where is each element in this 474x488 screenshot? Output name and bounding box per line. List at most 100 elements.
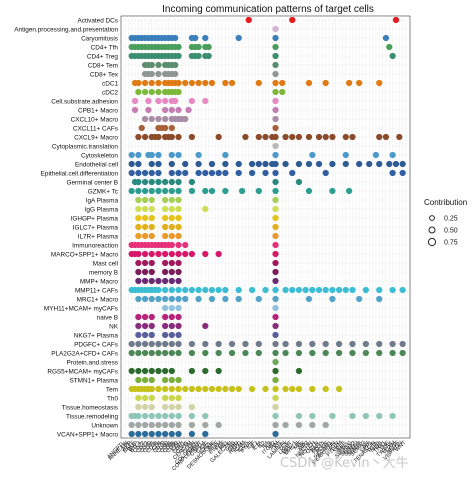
- y-tick-label: Immunoreaction: [72, 242, 118, 249]
- data-point: [128, 169, 135, 177]
- data-point: [162, 412, 169, 420]
- data-point: [135, 322, 142, 330]
- data-point: [188, 97, 196, 105]
- data-point: [389, 169, 396, 177]
- data-point: [202, 79, 209, 87]
- data-point: [272, 349, 279, 357]
- data-point: [329, 286, 336, 294]
- data-point: [168, 304, 175, 312]
- data-point: [295, 349, 303, 357]
- data-point: [222, 151, 229, 159]
- y-tick-label: RGS5+MCAM+ myCAFs: [47, 368, 118, 375]
- data-point: [188, 349, 196, 357]
- y-tick-label: cDC2: [102, 89, 118, 96]
- data-point: [195, 286, 202, 294]
- data-point: [245, 16, 252, 24]
- data-point: [322, 133, 329, 141]
- data-point: [141, 421, 149, 429]
- data-point: [272, 394, 279, 402]
- data-point: [141, 313, 149, 321]
- data-point: [272, 169, 279, 177]
- data-point: [131, 97, 139, 105]
- data-point: [141, 322, 149, 330]
- data-point: [148, 205, 155, 213]
- data-point: [148, 403, 155, 411]
- data-point: [329, 412, 336, 420]
- data-point: [272, 88, 279, 96]
- data-point: [272, 403, 279, 411]
- data-point: [141, 205, 149, 213]
- y-tick-label: Antigen.processing.and.presentation: [14, 26, 118, 33]
- data-point: [255, 349, 262, 357]
- data-point: [356, 160, 363, 168]
- data-point: [242, 133, 249, 141]
- data-point: [208, 187, 216, 195]
- data-point: [175, 52, 182, 60]
- data-point: [135, 340, 142, 348]
- data-point: [272, 205, 279, 213]
- data-point: [135, 394, 142, 402]
- y-tick-label: Th0: [107, 395, 118, 402]
- x-tick-label: IL4: [261, 440, 271, 450]
- data-point: [249, 169, 256, 177]
- y-tick-label: memory B: [89, 269, 118, 276]
- x-tick-label: IGF: [246, 440, 257, 451]
- y-tick-label: MARCO+SPP1+ Macro: [51, 251, 119, 258]
- data-point: [272, 187, 279, 195]
- data-point: [148, 178, 155, 186]
- y-tick-label: Unknown: [91, 422, 118, 429]
- y-tick-label: IGLC7+ Plasma: [73, 224, 119, 231]
- data-point: [168, 232, 175, 240]
- data-point: [128, 340, 135, 348]
- data-point: [295, 286, 303, 294]
- data-point: [168, 322, 175, 330]
- data-point: [376, 349, 383, 357]
- chart-title: Incoming communication patterns of targe…: [162, 4, 374, 15]
- data-point: [272, 34, 279, 42]
- data-point: [148, 70, 155, 78]
- data-point: [272, 421, 279, 429]
- data-point: [162, 295, 169, 303]
- size-legend: Contribution 0.25 0.50 0.75: [424, 198, 467, 247]
- data-point: [141, 430, 149, 438]
- data-point: [135, 268, 142, 276]
- data-point: [135, 196, 142, 204]
- data-point: [272, 115, 279, 123]
- data-point: [272, 79, 279, 87]
- data-point: [329, 133, 336, 141]
- data-point: [135, 259, 142, 267]
- data-point: [175, 196, 182, 204]
- data-point: [272, 385, 279, 393]
- data-point: [215, 286, 222, 294]
- data-point: [148, 223, 155, 231]
- data-point: [295, 421, 303, 429]
- data-point: [305, 133, 313, 141]
- data-point: [272, 358, 279, 366]
- data-point: [272, 196, 279, 204]
- data-point: [148, 151, 155, 159]
- data-point: [289, 286, 296, 294]
- data-point: [135, 295, 142, 303]
- y-tick-label: Tissue.remodeling: [66, 413, 118, 420]
- data-point: [208, 295, 216, 303]
- y-tick-label: IgG Plasma: [85, 206, 119, 213]
- data-point: [272, 61, 279, 69]
- data-point: [182, 286, 189, 294]
- data-point: [148, 61, 155, 69]
- data-point: [175, 286, 182, 294]
- data-point: [376, 340, 383, 348]
- data-point: [262, 133, 269, 141]
- data-point: [272, 304, 279, 312]
- data-point: [222, 169, 229, 177]
- data-point: [141, 232, 149, 240]
- y-tick-label: Endothelial cell: [75, 161, 118, 168]
- data-point: [305, 160, 313, 168]
- data-point: [128, 160, 135, 168]
- data-point: [188, 79, 196, 87]
- data-point: [155, 97, 162, 105]
- data-point: [322, 79, 329, 87]
- data-point: [282, 385, 289, 393]
- data-point: [208, 385, 216, 393]
- data-point: [128, 421, 135, 429]
- data-point: [272, 376, 279, 384]
